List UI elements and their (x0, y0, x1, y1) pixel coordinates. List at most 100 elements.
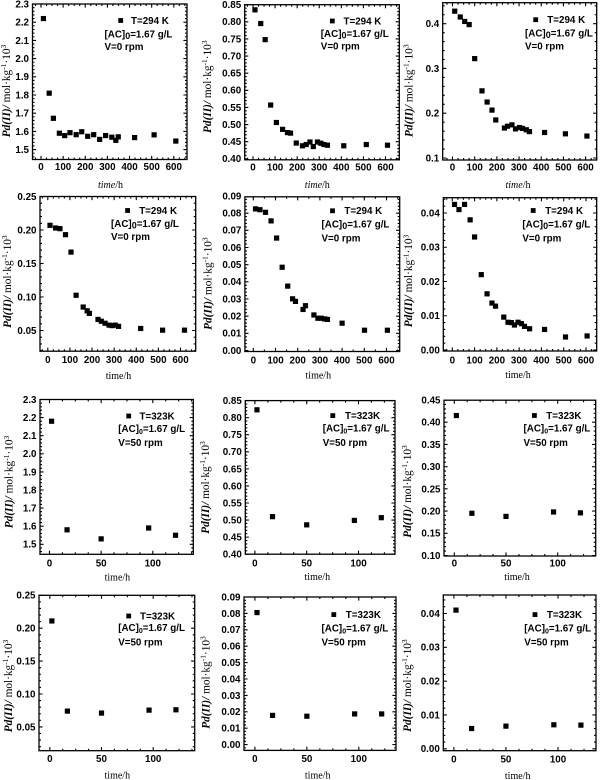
svg-text:2.1: 2.1 (23, 431, 37, 442)
svg-text:300: 300 (311, 163, 328, 174)
svg-text:100: 100 (550, 754, 567, 765)
svg-text:0.15: 0.15 (16, 657, 36, 668)
svg-text:[AC]0=1.67 g/L: [AC]0=1.67 g/L (522, 220, 590, 232)
svg-text:0.45: 0.45 (421, 395, 441, 406)
svg-text:200: 200 (290, 355, 307, 366)
svg-text:0.02: 0.02 (421, 277, 441, 288)
svg-text:0.03: 0.03 (221, 691, 241, 702)
svg-text:time/h: time/h (504, 572, 530, 583)
svg-text:Pd(II)/ mol·kg-1·103: Pd(II)/ mol·kg-1·103 (199, 636, 213, 729)
svg-text:500: 500 (355, 163, 372, 174)
svg-text:T=294 K: T=294 K (139, 206, 177, 217)
svg-text:1.6: 1.6 (23, 522, 37, 533)
svg-text:0.25: 0.25 (17, 192, 37, 203)
svg-text:0.07: 0.07 (221, 625, 241, 636)
svg-text:V=50 rpm: V=50 rpm (524, 638, 569, 649)
svg-text:0.02: 0.02 (221, 707, 241, 718)
svg-text:100: 100 (466, 355, 483, 366)
svg-text:0.2: 0.2 (426, 109, 440, 120)
svg-text:0.65: 0.65 (223, 464, 243, 475)
svg-text:T=294 K: T=294 K (344, 16, 382, 27)
svg-text:50: 50 (96, 559, 107, 570)
svg-text:50: 50 (500, 754, 511, 765)
svg-text:500: 500 (356, 355, 373, 366)
svg-text:0.80: 0.80 (223, 413, 243, 424)
svg-text:T=323K: T=323K (140, 611, 175, 622)
svg-text:0.60: 0.60 (222, 86, 242, 97)
svg-text:2.3: 2.3 (23, 395, 37, 406)
svg-text:50: 50 (96, 754, 107, 765)
svg-text:0.20: 0.20 (421, 507, 441, 518)
svg-text:0.45: 0.45 (223, 533, 243, 544)
svg-text:500: 500 (144, 162, 161, 173)
svg-text:Pd(II)/ mol·kg-1·103: Pd(II)/ mol·kg-1·103 (400, 639, 414, 732)
svg-text:0.1: 0.1 (426, 153, 440, 164)
svg-text:T=323K: T=323K (346, 610, 381, 621)
svg-text:0.02: 0.02 (222, 312, 242, 323)
svg-text:0.00: 0.00 (222, 346, 242, 357)
svg-text:0.15: 0.15 (421, 529, 441, 540)
svg-text:time/h: time/h (105, 572, 131, 583)
svg-text:0.00: 0.00 (221, 740, 241, 751)
svg-text:0.55: 0.55 (223, 498, 243, 509)
svg-text:0.75: 0.75 (222, 34, 242, 45)
svg-text:0.01: 0.01 (222, 329, 242, 340)
svg-text:1.7: 1.7 (15, 109, 29, 120)
svg-text:0.3: 0.3 (426, 64, 440, 75)
svg-text:0.08: 0.08 (222, 209, 242, 220)
svg-text:[AC]0=1.67 g/L: [AC]0=1.67 g/L (525, 29, 593, 41)
svg-text:0.80: 0.80 (222, 17, 242, 28)
svg-text:0.07: 0.07 (222, 226, 242, 237)
svg-text:600: 600 (377, 163, 394, 174)
svg-text:0.10: 0.10 (17, 292, 37, 303)
svg-text:400: 400 (128, 355, 145, 366)
svg-text:600: 600 (172, 355, 189, 366)
svg-text:0.30: 0.30 (421, 462, 441, 473)
svg-text:0.04: 0.04 (421, 609, 441, 620)
svg-text:V=50 rpm: V=50 rpm (323, 438, 368, 449)
svg-text:V=0 rpm: V=0 rpm (525, 42, 564, 53)
svg-text:T=294 K: T=294 K (545, 206, 583, 217)
svg-text:[AC]0=1.67 g/L: [AC]0=1.67 g/L (321, 29, 389, 41)
svg-text:[AC]0=1.67 g/L: [AC]0=1.67 g/L (118, 424, 185, 436)
svg-text:0.85: 0.85 (222, 0, 242, 11)
svg-text:400: 400 (333, 163, 350, 174)
svg-text:0.09: 0.09 (222, 191, 242, 202)
svg-text:[AC]0=1.67 g/L: [AC]0=1.67 g/L (111, 219, 179, 231)
svg-text:0.4: 0.4 (426, 19, 440, 30)
svg-text:Pd(II)/ mol·kg-1·103: Pd(II)/ mol·kg-1·103 (198, 441, 212, 534)
svg-text:0: 0 (47, 559, 53, 570)
svg-text:0.05: 0.05 (221, 658, 241, 669)
svg-text:0.40: 0.40 (222, 154, 242, 165)
svg-text:0.04: 0.04 (221, 674, 241, 685)
svg-text:2.2: 2.2 (15, 18, 29, 29)
svg-text:200: 200 (289, 163, 306, 174)
svg-text:600: 600 (578, 355, 595, 366)
svg-text:0: 0 (38, 162, 44, 173)
svg-text:0.50: 0.50 (222, 120, 242, 131)
svg-text:V=0 rpm: V=0 rpm (105, 42, 144, 53)
svg-text:0.05: 0.05 (16, 722, 36, 733)
svg-text:0.40: 0.40 (223, 550, 243, 561)
svg-text:V=0 rpm: V=0 rpm (522, 234, 561, 245)
svg-text:time/h: time/h (98, 180, 123, 191)
svg-text:300: 300 (99, 162, 116, 173)
svg-text:0.85: 0.85 (223, 396, 243, 407)
svg-text:100: 100 (62, 355, 79, 366)
svg-text:1.5: 1.5 (23, 540, 37, 551)
svg-text:0: 0 (452, 559, 458, 570)
svg-text:[AC]0=1.67 g/L: [AC]0=1.67 g/L (105, 29, 173, 41)
svg-text:0.01: 0.01 (421, 710, 441, 721)
svg-text:0: 0 (251, 355, 257, 366)
svg-text:V=50 rpm: V=50 rpm (322, 637, 367, 648)
svg-text:0.06: 0.06 (221, 642, 241, 653)
svg-text:time/h: time/h (305, 180, 330, 191)
svg-text:1.6: 1.6 (15, 127, 29, 138)
svg-text:V=50 rpm: V=50 rpm (524, 438, 569, 449)
svg-text:0.25: 0.25 (421, 484, 441, 495)
svg-text:0.02: 0.02 (421, 677, 441, 688)
svg-text:time/h: time/h (305, 572, 331, 583)
svg-text:time/h: time/h (505, 370, 531, 381)
svg-text:0.20: 0.20 (16, 624, 36, 635)
svg-text:300: 300 (312, 355, 329, 366)
